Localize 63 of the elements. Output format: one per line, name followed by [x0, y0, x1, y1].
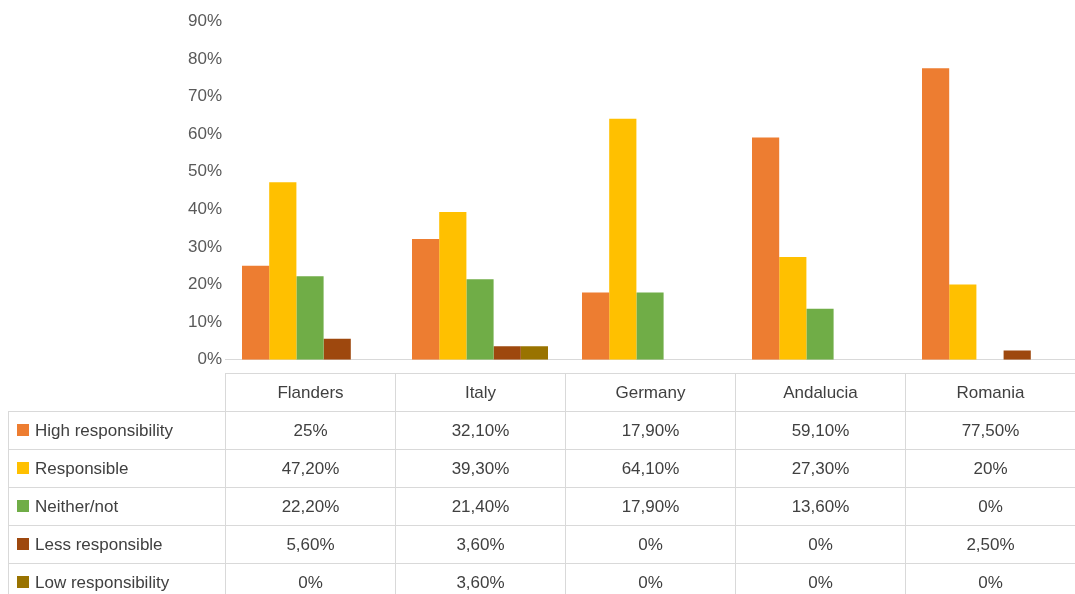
- data-label: 47,20%: [225, 449, 396, 488]
- y-tick-label: 40%: [187, 199, 222, 218]
- data-label: 0%: [735, 563, 906, 594]
- legend-label: Low responsibility: [35, 572, 170, 592]
- y-tick-label: 90%: [187, 10, 222, 30]
- y-tick-label: 70%: [187, 86, 222, 106]
- data-label: 3,60%: [395, 563, 566, 594]
- legend-label: Neither/not: [35, 496, 119, 516]
- bar: [520, 346, 548, 360]
- data-label: 27,30%: [735, 449, 906, 488]
- bar: [752, 137, 780, 360]
- bar: [412, 239, 440, 360]
- data-label: 32,10%: [395, 411, 566, 450]
- data-label: 0%: [735, 525, 906, 564]
- x-tick-label: Flanders: [225, 373, 396, 412]
- bar: [806, 308, 834, 360]
- y-tick-label: 80%: [187, 48, 222, 68]
- y-tick-label: 50%: [187, 161, 222, 181]
- x-tick-label: Andalucia: [735, 373, 906, 412]
- y-tick-label: 10%: [187, 311, 222, 331]
- data-label: 59,10%: [735, 411, 906, 450]
- bar: [1003, 350, 1031, 360]
- data-label: 17,90%: [565, 411, 736, 450]
- bar: [779, 257, 807, 360]
- data-label: 64,10%: [565, 449, 736, 488]
- bar: [269, 182, 297, 360]
- x-tick-label: Romania: [905, 373, 1075, 412]
- data-label: 0%: [225, 563, 396, 594]
- x-tick-label: Italy: [395, 373, 566, 412]
- data-label: 25%: [225, 411, 396, 450]
- data-label: 2,50%: [905, 525, 1075, 564]
- data-label: 3,60%: [395, 525, 566, 564]
- bar: [466, 279, 494, 360]
- data-label: 20%: [905, 449, 1075, 488]
- x-tick-label: Germany: [565, 373, 736, 412]
- data-label: 39,30%: [395, 449, 566, 488]
- data-label: 22,20%: [225, 487, 396, 526]
- bar: [636, 292, 664, 360]
- y-tick-label: 60%: [187, 123, 222, 143]
- legend-label: Responsible: [35, 458, 129, 478]
- legend-label: High responsibility: [35, 420, 173, 440]
- data-label: 17,90%: [565, 487, 736, 526]
- data-label: 77,50%: [905, 411, 1075, 450]
- y-tick-label: 30%: [187, 236, 222, 256]
- data-label: 13,60%: [735, 487, 906, 526]
- data-label: 0%: [565, 563, 736, 594]
- bar: [582, 292, 610, 360]
- bar: [922, 68, 950, 360]
- data-label: 21,40%: [395, 487, 566, 526]
- bar: [296, 276, 324, 360]
- y-tick-label: 20%: [187, 274, 222, 294]
- data-label: 0%: [905, 487, 1075, 526]
- legend-label: Less responsible: [35, 534, 163, 554]
- bar: [609, 118, 637, 360]
- bar: [949, 284, 977, 360]
- bar: [439, 211, 467, 360]
- bar: [493, 346, 521, 360]
- bar: [242, 265, 270, 360]
- bar: [323, 338, 351, 360]
- data-label: 5,60%: [225, 525, 396, 564]
- data-label: 0%: [905, 563, 1075, 594]
- data-label: 0%: [565, 525, 736, 564]
- y-tick-label: 0%: [197, 349, 222, 369]
